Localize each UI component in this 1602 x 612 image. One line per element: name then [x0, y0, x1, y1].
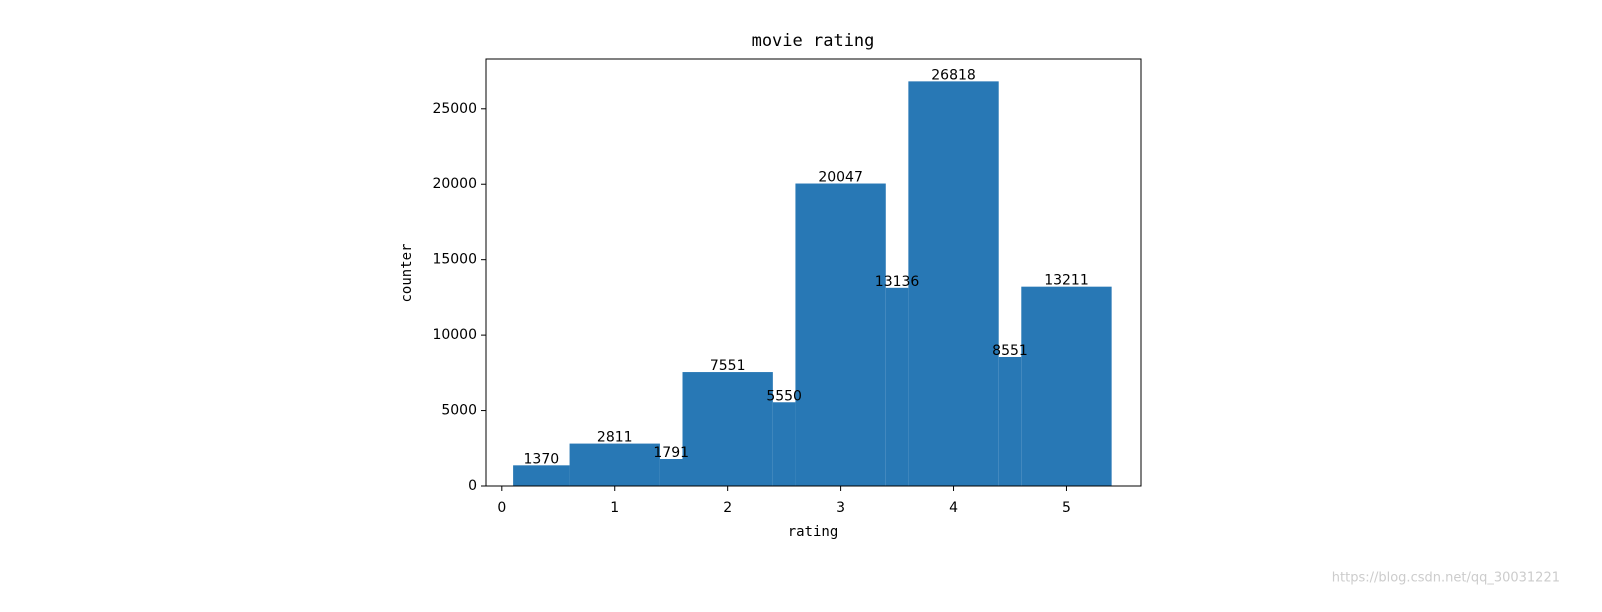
bar	[772, 402, 796, 486]
value-label: 7551	[710, 358, 746, 374]
bar	[795, 183, 886, 487]
x-tick-label: 0	[497, 500, 506, 516]
watermark: https://blog.csdn.net/qq_30031221	[1332, 571, 1560, 586]
x-tick-label: 3	[836, 500, 845, 516]
plot-frame	[485, 58, 1142, 487]
value-label: 26818	[931, 67, 976, 83]
value-label: 1791	[653, 445, 689, 461]
y-tick-label: 15000	[432, 252, 477, 268]
y-tick-label: 10000	[432, 327, 477, 343]
chart-title: movie rating	[752, 31, 875, 51]
bar	[659, 458, 683, 486]
value-label: 5550	[766, 388, 802, 404]
value-label: 13136	[875, 274, 920, 290]
bar	[569, 443, 660, 486]
bar	[513, 465, 570, 486]
value-label: 13211	[1044, 273, 1089, 289]
y-tick-label: 5000	[441, 403, 477, 419]
x-axis-label: rating	[788, 524, 839, 540]
bar	[885, 287, 909, 486]
y-tick-label: 0	[468, 478, 477, 494]
bar	[682, 372, 773, 486]
y-axis-label: counter	[399, 243, 415, 302]
y-tick-label: 25000	[432, 101, 477, 117]
value-label: 20047	[818, 170, 863, 186]
bar	[908, 81, 999, 487]
x-tick-label: 2	[723, 500, 732, 516]
value-label: 8551	[992, 343, 1028, 359]
x-tick-label: 5	[1062, 500, 1071, 516]
bar	[1021, 286, 1112, 486]
bar	[998, 356, 1022, 486]
x-tick-label: 1	[610, 500, 619, 516]
value-label: 2811	[597, 430, 633, 446]
y-tick-label: 20000	[432, 176, 477, 192]
x-tick-label: 4	[949, 500, 958, 516]
value-label: 1370	[524, 451, 560, 467]
